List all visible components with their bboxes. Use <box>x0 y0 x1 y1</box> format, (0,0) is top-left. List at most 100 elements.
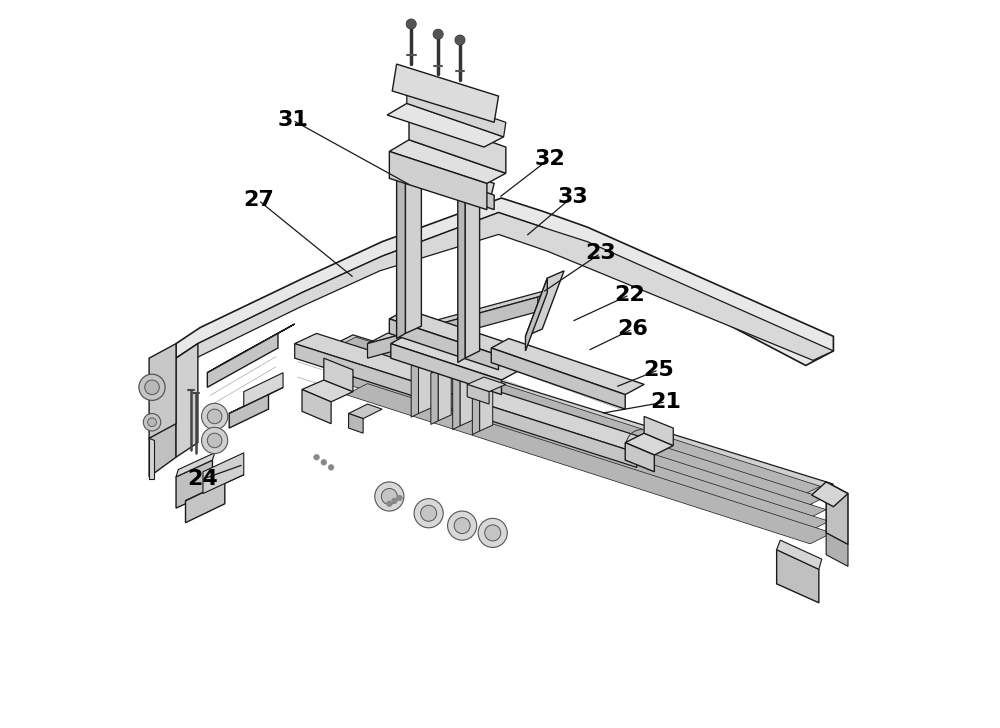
Polygon shape <box>397 159 405 339</box>
Polygon shape <box>431 370 438 424</box>
Polygon shape <box>491 339 644 395</box>
Polygon shape <box>176 213 833 371</box>
Text: 32: 32 <box>534 149 565 169</box>
Polygon shape <box>392 64 499 122</box>
Polygon shape <box>465 176 480 358</box>
Polygon shape <box>340 360 826 521</box>
Polygon shape <box>777 540 822 569</box>
Text: 23: 23 <box>585 243 616 264</box>
Text: 22: 22 <box>614 285 645 305</box>
Polygon shape <box>460 369 473 426</box>
Polygon shape <box>368 297 538 358</box>
Circle shape <box>392 498 397 504</box>
Circle shape <box>207 433 222 448</box>
Polygon shape <box>176 460 212 508</box>
Polygon shape <box>467 384 489 404</box>
Polygon shape <box>467 377 506 392</box>
Circle shape <box>406 19 416 29</box>
Polygon shape <box>334 337 820 497</box>
Polygon shape <box>337 349 823 509</box>
Circle shape <box>454 518 470 534</box>
Circle shape <box>381 488 397 505</box>
Polygon shape <box>302 389 331 424</box>
Polygon shape <box>331 346 812 510</box>
Polygon shape <box>458 183 465 363</box>
Polygon shape <box>229 387 283 414</box>
Circle shape <box>635 438 649 453</box>
Polygon shape <box>525 278 547 351</box>
Polygon shape <box>491 348 625 409</box>
Circle shape <box>207 409 222 424</box>
Polygon shape <box>368 288 557 344</box>
Circle shape <box>139 374 165 400</box>
Circle shape <box>145 380 159 395</box>
Polygon shape <box>472 380 480 435</box>
Polygon shape <box>295 344 637 467</box>
Polygon shape <box>812 482 848 507</box>
Polygon shape <box>389 309 516 355</box>
Polygon shape <box>411 363 418 417</box>
Polygon shape <box>405 151 421 333</box>
Circle shape <box>375 482 404 511</box>
Polygon shape <box>387 103 504 147</box>
Circle shape <box>328 464 334 470</box>
Polygon shape <box>438 364 451 421</box>
Polygon shape <box>418 357 432 414</box>
Polygon shape <box>302 380 353 402</box>
Polygon shape <box>389 319 499 370</box>
Polygon shape <box>186 475 244 501</box>
Polygon shape <box>207 324 295 373</box>
Polygon shape <box>343 372 829 532</box>
Circle shape <box>478 518 507 547</box>
Circle shape <box>386 501 392 507</box>
Circle shape <box>143 414 161 431</box>
Polygon shape <box>394 149 494 195</box>
Circle shape <box>421 505 437 521</box>
Polygon shape <box>149 438 154 479</box>
Text: 21: 21 <box>651 392 681 412</box>
Polygon shape <box>176 344 198 457</box>
Text: 26: 26 <box>617 319 648 339</box>
Polygon shape <box>149 419 176 477</box>
Polygon shape <box>409 113 506 173</box>
Polygon shape <box>826 533 848 566</box>
Polygon shape <box>207 333 278 387</box>
Circle shape <box>455 35 465 45</box>
Polygon shape <box>625 433 673 455</box>
Circle shape <box>433 29 443 39</box>
Polygon shape <box>391 344 501 395</box>
Polygon shape <box>826 482 848 545</box>
Polygon shape <box>480 374 493 431</box>
Polygon shape <box>346 384 832 544</box>
Text: 24: 24 <box>188 469 218 489</box>
Circle shape <box>202 403 228 430</box>
Polygon shape <box>244 373 283 406</box>
Polygon shape <box>407 89 506 137</box>
Polygon shape <box>453 375 460 430</box>
Circle shape <box>448 511 477 540</box>
Polygon shape <box>295 333 659 453</box>
Text: 27: 27 <box>243 190 274 210</box>
Polygon shape <box>398 162 494 210</box>
Circle shape <box>148 418 156 427</box>
Circle shape <box>321 459 327 465</box>
Text: 25: 25 <box>643 360 674 380</box>
Polygon shape <box>331 335 833 495</box>
Polygon shape <box>625 443 654 472</box>
Polygon shape <box>176 453 215 477</box>
Polygon shape <box>324 358 353 392</box>
Circle shape <box>397 495 402 501</box>
Polygon shape <box>389 140 506 183</box>
Polygon shape <box>176 198 833 365</box>
Polygon shape <box>525 271 564 336</box>
Circle shape <box>202 427 228 454</box>
Polygon shape <box>229 395 268 428</box>
Circle shape <box>414 499 443 528</box>
Text: 33: 33 <box>557 186 588 207</box>
Polygon shape <box>186 482 225 523</box>
Polygon shape <box>203 453 244 494</box>
Text: 31: 31 <box>277 110 308 130</box>
Polygon shape <box>349 404 382 419</box>
Polygon shape <box>777 550 819 603</box>
Polygon shape <box>349 414 363 433</box>
